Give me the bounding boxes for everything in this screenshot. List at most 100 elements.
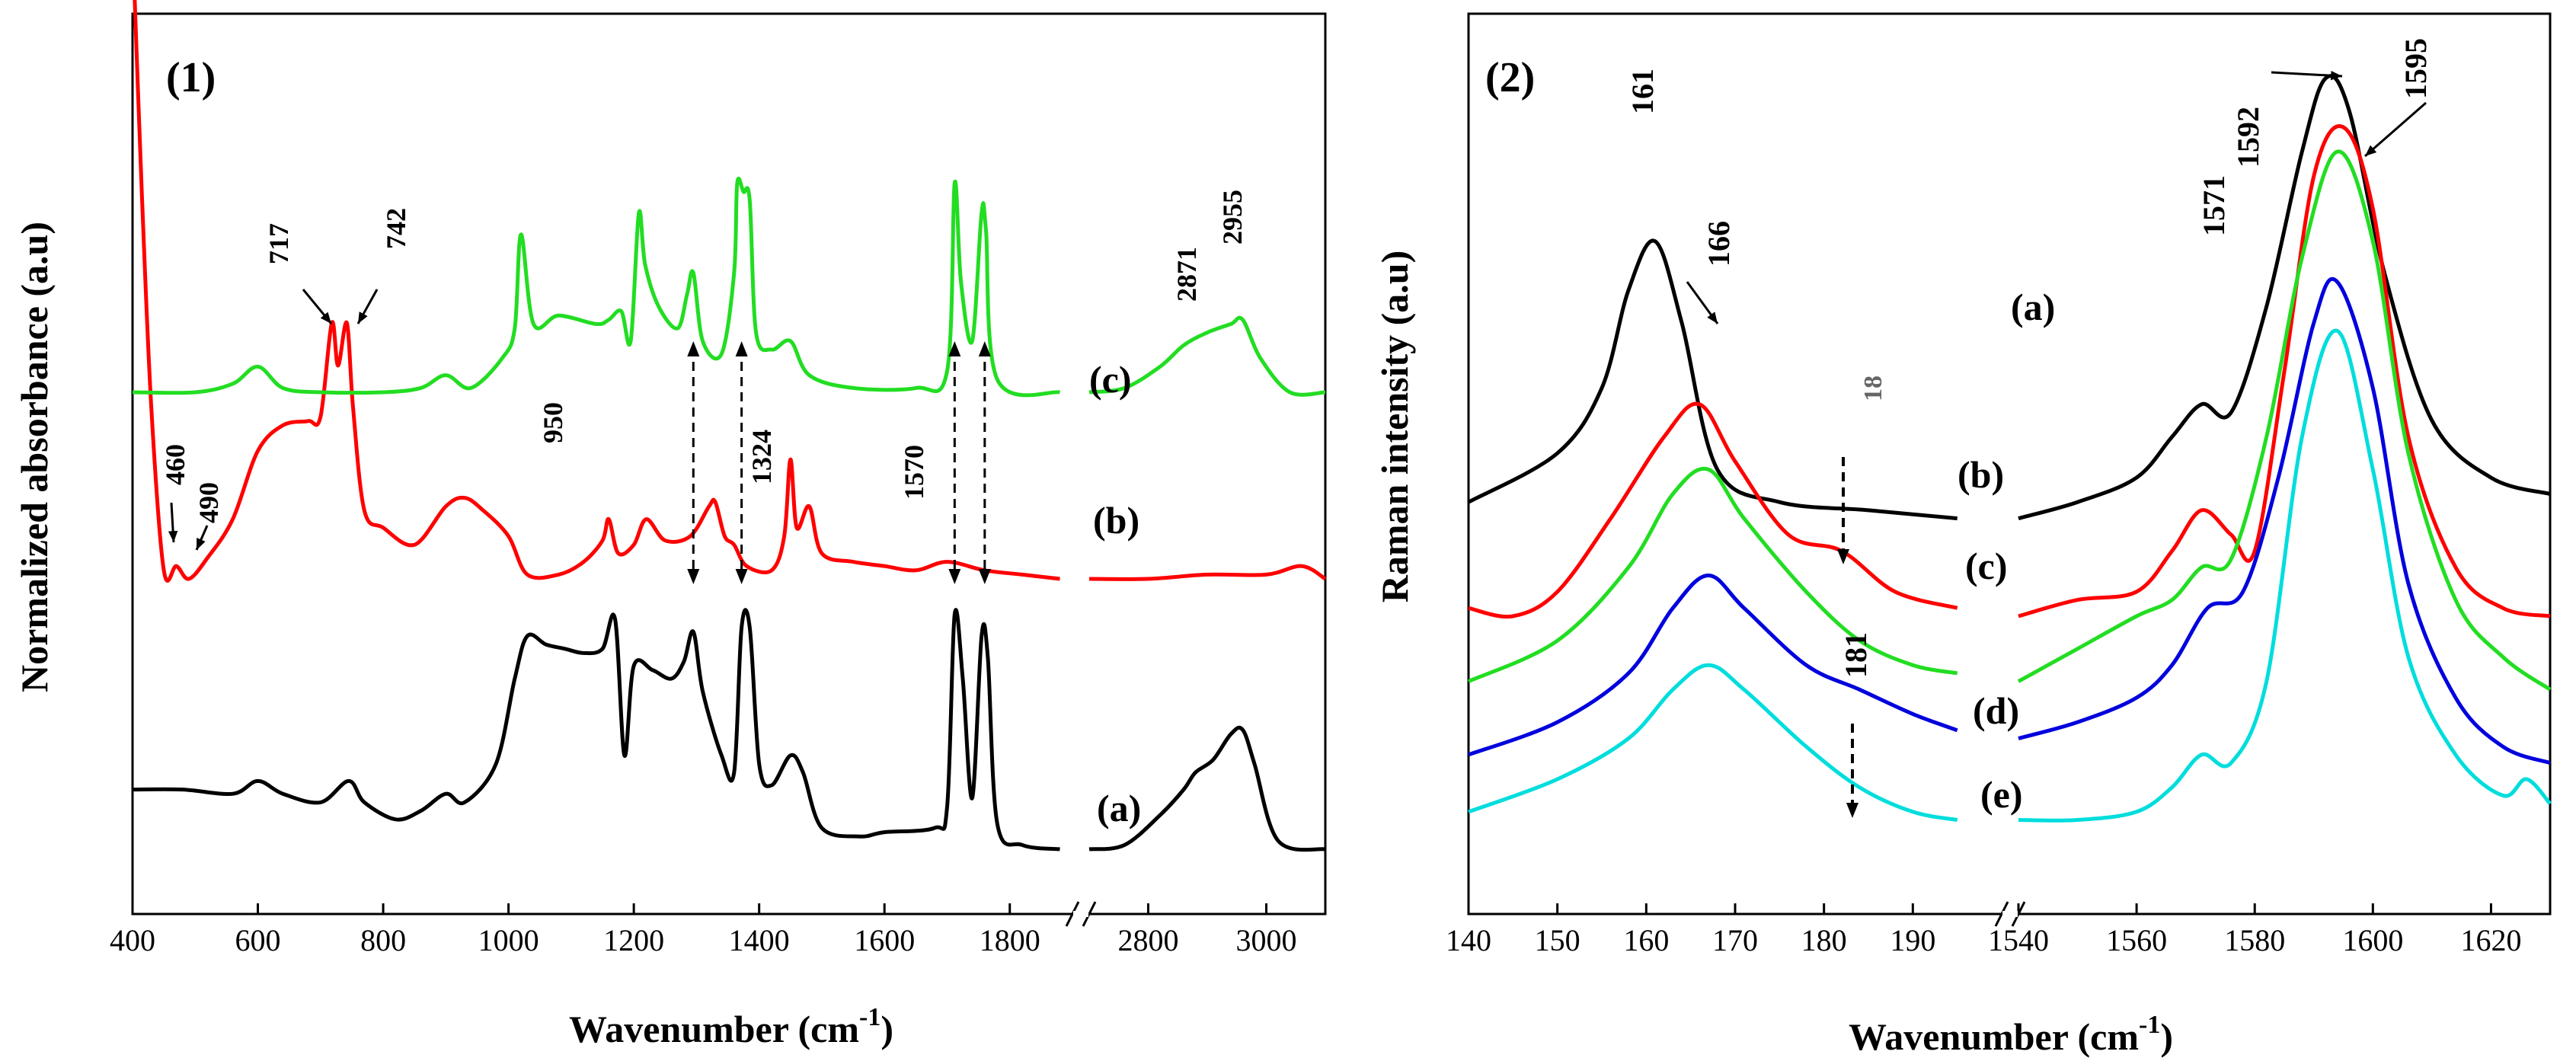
panel-2-series-c-seg2 [2017, 149, 2552, 692]
panel-1-x-axis-label-main: Wavenumber (cm [569, 1008, 859, 1050]
panel-1-arrow-head [358, 312, 368, 324]
panel-1-x-ticks: 400 600 800 1000 1200 1400 1600 1800 2800 3000 [110, 901, 1297, 957]
panel-1-tick-label: 1600 [854, 923, 915, 957]
panel-2-series-e-seg2 [2018, 328, 2552, 823]
panel-2-annotation-1571: 1571 [2197, 175, 2231, 236]
panel-2-series-d-seg1 [1468, 573, 1958, 757]
panel-1-dashed-arrow-head [735, 569, 748, 584]
panel-1-tick-label: 800 [360, 923, 406, 957]
panel-1-annotation-2955: 2955 [1217, 190, 1248, 244]
panel-1-x-axis-label-sup: -1 [859, 1003, 881, 1031]
panel-1-series-c-seg1 [132, 176, 1060, 398]
panel-1-legend-label-a: (a) [1097, 787, 1141, 829]
panel-2-series-d-seg2 [2018, 276, 2551, 765]
panel-2-series: (a) (b) (c) (d) (e) [1467, 74, 2552, 823]
panel-1-annotation-1324: 1324 [746, 430, 777, 484]
panel-2-arrow-head [2365, 145, 2377, 156]
panel-1-axis-gap [1073, 911, 1088, 917]
panel-2-legend-label-e: (e) [1980, 773, 2023, 816]
panel-1-tick-label: 3000 [1236, 923, 1297, 957]
panel-2-legend-label-c: (c) [1965, 545, 2008, 587]
panel-2-tick-label: 160 [1623, 923, 1669, 957]
panel-1-dashed-arrow-head [978, 341, 991, 356]
panel-2-annotation-18: 18 [1859, 376, 1887, 401]
panel-1-tick-label: 600 [235, 923, 281, 957]
panel-1-dashed-arrow-head [948, 341, 961, 356]
panel-1-dashed-arrow-head [735, 341, 748, 356]
panel-2-tick-label: 170 [1712, 923, 1758, 957]
panel-2-series-b-seg1 [1468, 401, 1958, 619]
panel-2-y-axis-label: Raman intensity (a.u) [1373, 251, 1416, 603]
panel-2-series-b-seg2 [2018, 124, 2551, 618]
panel-1-dashed-arrow-head [978, 569, 991, 584]
panel-1-arrow-head [168, 530, 178, 542]
panel-2-tick-label: 190 [1890, 923, 1935, 957]
panel-2-legend-label-d: (d) [1973, 689, 2019, 732]
panel-2-x-axis-label-main: Wavenumber (cm [1849, 1015, 2139, 1058]
panel-1-dashed-arrow-head [687, 569, 700, 584]
panel-1-series-b-seg2 [1088, 564, 1327, 581]
panel-1-series-a-seg1 [132, 608, 1060, 852]
panel-1-annotation-460: 460 [160, 444, 190, 485]
panel-1-annotation-742: 742 [381, 208, 411, 249]
panel-2-axis-gap [2002, 911, 2018, 917]
panel-1-tick-label: 1000 [478, 923, 539, 957]
panel-1-annotation-490: 490 [193, 482, 224, 523]
panel-1-annotation-2871: 2871 [1171, 247, 1202, 302]
panel-2-series-a-seg2 [2018, 74, 2551, 521]
panel-1-axis-break [1065, 901, 1080, 927]
panel-2-annotation-arrow [2364, 101, 2427, 158]
panel-2-annotation-1595: 1595 [2399, 38, 2433, 99]
panel-2-tick-label: 150 [1535, 923, 1580, 957]
panel-1-y-axis-label: Normalized absorbance (a.u) [13, 222, 56, 692]
panel-1-annotation-1570: 1570 [899, 445, 929, 500]
panel-2-tick-label: 140 [1446, 923, 1491, 957]
panel-2-legend-label-a: (a) [2011, 286, 2055, 328]
panel-1-arrow-head [320, 312, 331, 324]
panel-1-annotation-950: 950 [538, 402, 568, 443]
panel-2-series-c-seg1 [1467, 466, 1958, 683]
panel-1-legend-label-b: (b) [1093, 499, 1139, 542]
panel-1-x-axis-label: Wavenumber (cm-1) [569, 1003, 893, 1050]
panel-2-dashed-arrow-head [1846, 803, 1858, 818]
panel-2: (2) (a)(b)(c)(d)(e) 16116618118157115921… [1373, 12, 2552, 1058]
panel-1-annotation-717: 717 [264, 223, 294, 264]
panel-2-x-axis-label-sup: -1 [2139, 1011, 2160, 1039]
panel-2-series-e-seg1 [1468, 663, 1958, 822]
panel-2-arrow-head [1707, 312, 1718, 324]
panel-2-axis-break [2011, 901, 2026, 927]
panel-1-tick-label: 1800 [980, 923, 1040, 957]
panel-2-series-a-seg1 [1467, 238, 1958, 521]
panel-2-x-ticks: 140 150 160 170 180 190 1540 1560 1580 1600 1620 [1446, 901, 2521, 957]
panel-1-arrow-head [197, 538, 206, 550]
panel-2-legend-label-b: (b) [1958, 453, 2004, 496]
panel-2-annotation-181: 181 [1839, 632, 1873, 678]
panel-1-series: (a) (b) (c) [132, 0, 1327, 852]
panel-1-series-b-seg1 [133, 0, 1060, 583]
panel-2-tick-label: 180 [1801, 923, 1847, 957]
panel-1-label: (1) [166, 54, 216, 101]
panel-1-legend-label-c: (c) [1089, 358, 1132, 401]
panel-1-x-axis-label-close: ) [881, 1008, 893, 1050]
panel-1-dashed-arrow-head [948, 569, 961, 584]
panel-2-tick-label: 1540 [1988, 923, 2049, 957]
panel-1-tick-label: 1400 [729, 923, 790, 957]
panel-1-dashed-arrow-head [687, 341, 700, 356]
panel-2-annotation-161: 161 [1625, 69, 1660, 114]
panel-1-frame [131, 12, 1327, 916]
panel-2-dashed-arrow-head [1837, 549, 1849, 564]
panel-1-series-c-seg2 [1088, 315, 1326, 397]
panel-1-tick-label: 1200 [603, 923, 664, 957]
panel-2-tick-label: 1620 [2460, 923, 2521, 957]
panel-1-tick-label: 400 [110, 923, 155, 957]
panel-1-series-a-seg2 [1088, 725, 1326, 852]
panel-2-annotation-1592: 1592 [2231, 107, 2265, 168]
panel-1-axis-break [1082, 901, 1097, 927]
panel-2-annotation-166: 166 [1702, 221, 1736, 267]
panel-2-tick-label: 1580 [2224, 923, 2285, 957]
panel-2-x-axis-label: Wavenumber (cm-1) [1849, 1011, 2173, 1058]
